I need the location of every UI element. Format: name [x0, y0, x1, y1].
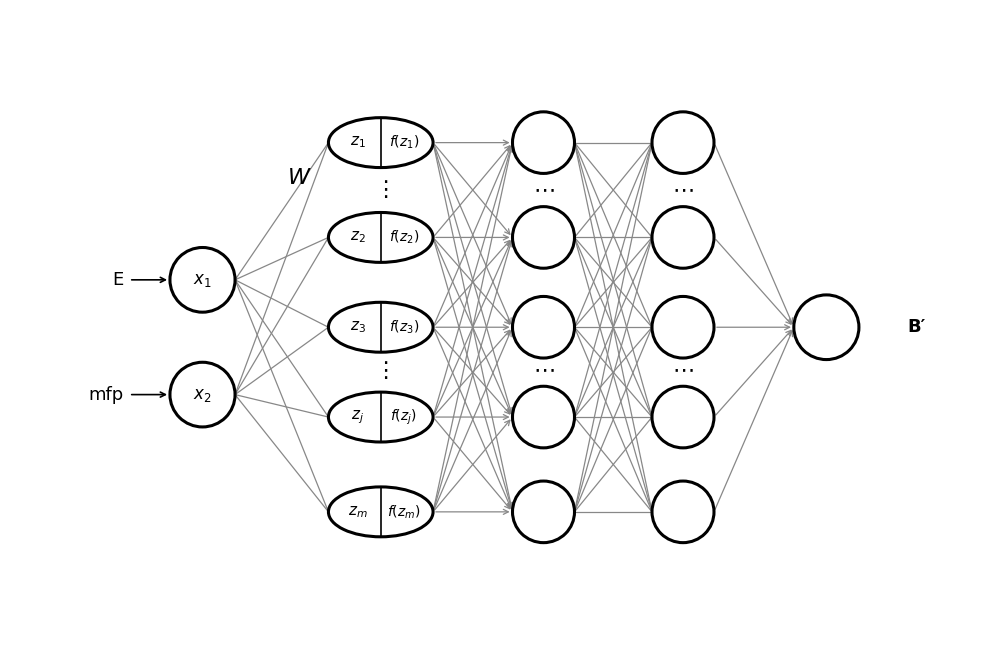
Ellipse shape — [652, 386, 714, 448]
Ellipse shape — [328, 118, 433, 168]
Text: $z_j$: $z_j$ — [351, 408, 364, 426]
Ellipse shape — [328, 213, 433, 262]
Text: B′: B′ — [908, 318, 926, 336]
Text: mfp: mfp — [88, 386, 123, 404]
Text: $z_1$: $z_1$ — [350, 135, 366, 150]
Ellipse shape — [794, 295, 859, 360]
Ellipse shape — [170, 362, 235, 427]
Ellipse shape — [512, 207, 574, 268]
Ellipse shape — [328, 392, 433, 442]
Text: $f(z_j)$: $f(z_j)$ — [390, 408, 417, 426]
Ellipse shape — [652, 207, 714, 268]
Text: $z_3$: $z_3$ — [350, 319, 366, 335]
Text: $\vdots$: $\vdots$ — [374, 178, 388, 200]
Text: $x_2$: $x_2$ — [193, 386, 212, 404]
Text: $\vdots$: $\vdots$ — [374, 358, 388, 380]
Ellipse shape — [328, 302, 433, 353]
Text: $\cdots$: $\cdots$ — [533, 360, 554, 380]
Text: $\cdots$: $\cdots$ — [533, 179, 554, 199]
Ellipse shape — [512, 481, 574, 542]
Text: $W$: $W$ — [287, 168, 312, 187]
Text: $x_1$: $x_1$ — [193, 271, 212, 289]
Ellipse shape — [170, 248, 235, 312]
Text: $\cdots$: $\cdots$ — [672, 360, 694, 380]
Text: $f(z_2)$: $f(z_2)$ — [389, 229, 419, 246]
Text: $z_m$: $z_m$ — [348, 504, 368, 520]
Text: $z_2$: $z_2$ — [350, 229, 366, 246]
Ellipse shape — [652, 481, 714, 542]
Ellipse shape — [328, 487, 433, 537]
Text: $\cdots$: $\cdots$ — [672, 179, 694, 199]
Ellipse shape — [652, 296, 714, 358]
Ellipse shape — [652, 112, 714, 174]
Ellipse shape — [512, 386, 574, 448]
Text: E: E — [112, 271, 123, 289]
Ellipse shape — [512, 296, 574, 358]
Ellipse shape — [512, 112, 574, 174]
Text: $f(z_m)$: $f(z_m)$ — [387, 503, 421, 520]
Text: $f(z_1)$: $f(z_1)$ — [389, 134, 419, 152]
Text: $f(z_3)$: $f(z_3)$ — [389, 319, 419, 336]
